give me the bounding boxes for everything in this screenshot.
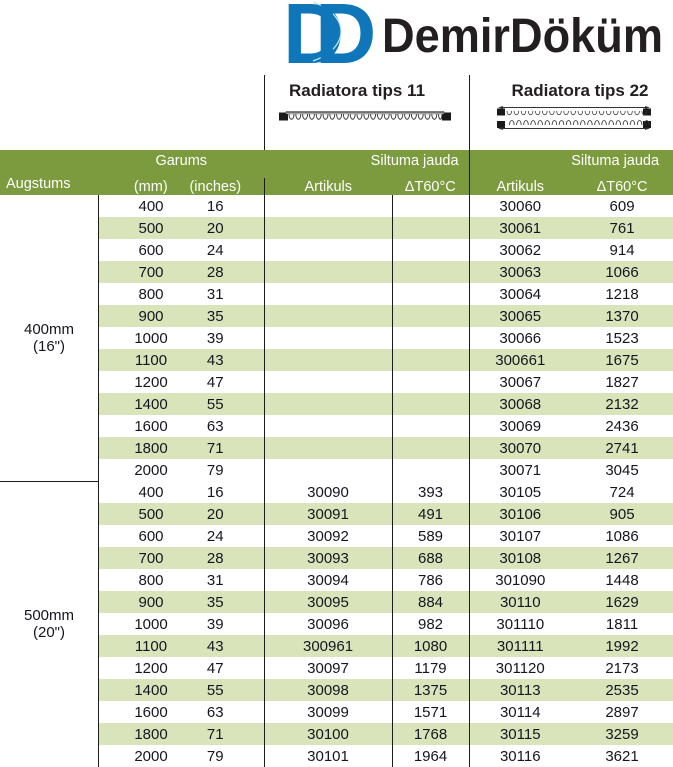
svg-text:DemirDöküm: DemirDöküm <box>382 10 663 63</box>
svg-text:D: D <box>315 0 376 70</box>
